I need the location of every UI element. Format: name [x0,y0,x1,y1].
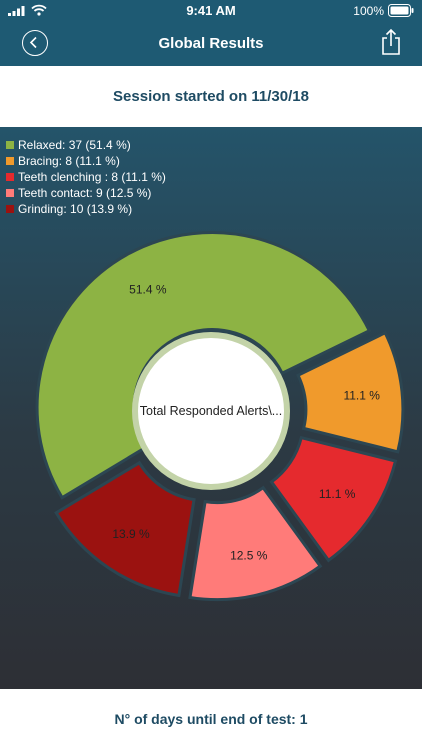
donut-center-label: Total Responded Alerts\... [140,404,282,418]
legend-item-teeth-clenching: Teeth clenching : 8 (11.1 %) [6,169,166,185]
back-button[interactable] [22,30,48,56]
slice-teeth-clenching[interactable] [269,435,398,563]
days-remaining-text: N° of days until end of test: 1 [114,711,308,727]
legend-swatch-teeth-clenching [6,173,14,181]
legend-swatch-bracing [6,157,14,165]
chart-area: Relaxed: 37 (51.4 %) Bracing: 8 (11.1 %)… [0,127,422,689]
page-title: Global Results [158,35,264,52]
session-banner: Session started on 11/30/18 [0,66,422,127]
session-text: Session started on 11/30/18 [113,88,309,105]
slice-bracing[interactable] [296,330,405,454]
legend-label-grinding: Grinding: 10 (13.9 %) [18,202,133,216]
status-bar: 9:41 AM 100% [0,0,422,22]
legend-label-teeth-contact: Teeth contact: 9 (12.5 %) [18,186,152,200]
legend-swatch-teeth-contact [6,189,14,197]
slice-label-bracing: 11.1 % [343,388,380,402]
donut-chart: 51.4 % 11.1 % 11.1 % 12.5 % 13.9 % Total Resp… [35,230,405,602]
battery-icon [388,4,414,17]
legend-item-grinding: Grinding: 10 (13.9 %) [6,201,166,217]
signal-icon [8,6,25,16]
wifi-icon [31,4,47,16]
top-bar: 9:41 AM 100% Global Results [0,0,422,66]
battery-percentage: 100% [353,4,384,18]
status-time: 9:41 AM [186,3,236,18]
legend-label-bracing: Bracing: 8 (11.1 %) [18,154,120,168]
slice-label-teeth-contact: 12.5 % [230,548,268,562]
legend-item-relaxed: Relaxed: 37 (51.4 %) [6,137,166,153]
slice-label-grinding: 13.9 % [112,527,150,541]
legend-swatch-relaxed [6,141,14,149]
legend-item-teeth-contact: Teeth contact: 9 (12.5 %) [6,185,166,201]
footer-banner: N° of days until end of test: 1 [0,689,422,750]
slice-relaxed[interactable] [35,230,372,500]
slice-teeth-contact[interactable] [188,485,323,602]
chevron-left-icon [29,36,37,49]
legend-swatch-grinding [6,205,14,213]
donut-center [132,332,290,490]
slice-grinding[interactable] [54,460,196,598]
legend-item-bracing: Bracing: 8 (11.1 %) [6,153,166,169]
slice-label-teeth-clenching: 11.1 % [319,487,356,501]
share-icon[interactable] [380,28,402,56]
slice-label-relaxed: 51.4 % [129,282,167,296]
legend-label-relaxed: Relaxed: 37 (51.4 %) [18,138,131,152]
chart-legend: Relaxed: 37 (51.4 %) Bracing: 8 (11.1 %)… [6,137,166,217]
legend-label-teeth-clenching: Teeth clenching : 8 (11.1 %) [18,170,166,184]
